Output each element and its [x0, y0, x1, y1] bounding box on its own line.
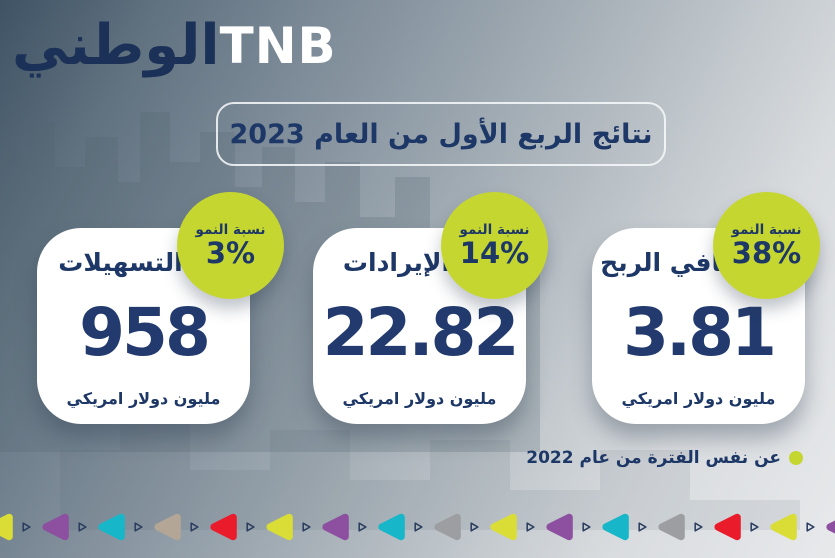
triangle-outline-icon — [246, 522, 255, 532]
growth-label: نسبة النمو — [459, 222, 530, 239]
brand-logo-arabic: الوطني — [12, 13, 221, 78]
kpi-unit: مليون دولار امريكي — [342, 389, 497, 408]
play-triangle-icon — [658, 513, 685, 541]
play-triangle-icon — [98, 513, 125, 541]
title-banner: نتائج الربع الأول من العام 2023 — [216, 102, 666, 166]
footer-triangle-strip — [0, 504, 835, 550]
growth-value: 38% — [731, 236, 802, 271]
triangle-outline-icon — [470, 522, 479, 532]
brand-logo: الوطني TNB — [12, 18, 337, 74]
play-triangle-icon — [42, 513, 69, 541]
kpi-title: الإيرادات — [342, 248, 451, 277]
triangle-outline-icon — [358, 522, 367, 532]
play-triangle-icon — [714, 513, 741, 541]
growth-value: 3% — [205, 236, 256, 271]
growth-badge-revenues: نسبة النمو 14% — [441, 192, 548, 299]
triangle-outline-icon — [750, 522, 759, 532]
kpi-card-revenues: الإيرادات 22.82 مليون دولار امريكي — [313, 228, 526, 424]
kpi-value: 22.82 — [322, 294, 520, 371]
comparison-note-text: عن نفس الفترة من عام 2022 — [526, 448, 781, 468]
play-triangle-icon — [322, 513, 349, 541]
kpi-value: 3.81 — [623, 294, 777, 371]
kpi-unit: مليون دولار امريكي — [621, 389, 776, 408]
triangle-outline-icon — [638, 522, 647, 532]
play-triangle-icon — [154, 513, 181, 541]
triangle-outline-icon — [134, 522, 143, 532]
play-triangle-icon — [266, 513, 293, 541]
triangle-outline-icon — [302, 522, 311, 532]
triangle-outline-icon — [806, 522, 815, 532]
triangle-outline-icon — [526, 522, 535, 532]
play-triangle-icon — [770, 513, 797, 541]
play-triangle-icon — [546, 513, 573, 541]
play-triangle-icon — [378, 513, 405, 541]
bullet-dot-icon — [789, 451, 803, 465]
triangle-outline-icon — [694, 522, 703, 532]
comparison-note: عن نفس الفترة من عام 2022 — [526, 448, 803, 468]
play-triangle-icon — [434, 513, 461, 541]
triangle-outline-icon — [582, 522, 591, 532]
play-triangle-icon — [826, 520, 835, 534]
growth-label: نسبة النمو — [731, 222, 802, 239]
triangle-outline-icon — [190, 522, 199, 532]
play-triangle-icon — [0, 513, 13, 541]
play-triangle-icon — [602, 513, 629, 541]
play-triangle-icon — [490, 513, 517, 541]
growth-badge-facilities: نسبة النمو 3% — [177, 192, 284, 299]
growth-badge-net-profit: نسبة النمو 38% — [713, 192, 820, 299]
triangle-outline-icon — [414, 522, 423, 532]
triangle-outline-icon — [22, 522, 31, 532]
growth-value: 14% — [459, 236, 530, 271]
kpi-unit: مليون دولار امريكي — [66, 389, 221, 408]
kpi-value: 958 — [79, 294, 211, 371]
page-title: نتائج الربع الأول من العام 2023 — [229, 118, 653, 150]
triangle-outline-icon — [78, 522, 87, 532]
kpi-card-facilities: التسهيلات 958 مليون دولار امريكي — [37, 228, 250, 424]
kpi-title: التسهيلات — [58, 248, 183, 277]
brand-logo-latin: TNB — [219, 17, 337, 75]
play-triangle-icon — [210, 513, 237, 541]
growth-label: نسبة النمو — [195, 222, 266, 239]
